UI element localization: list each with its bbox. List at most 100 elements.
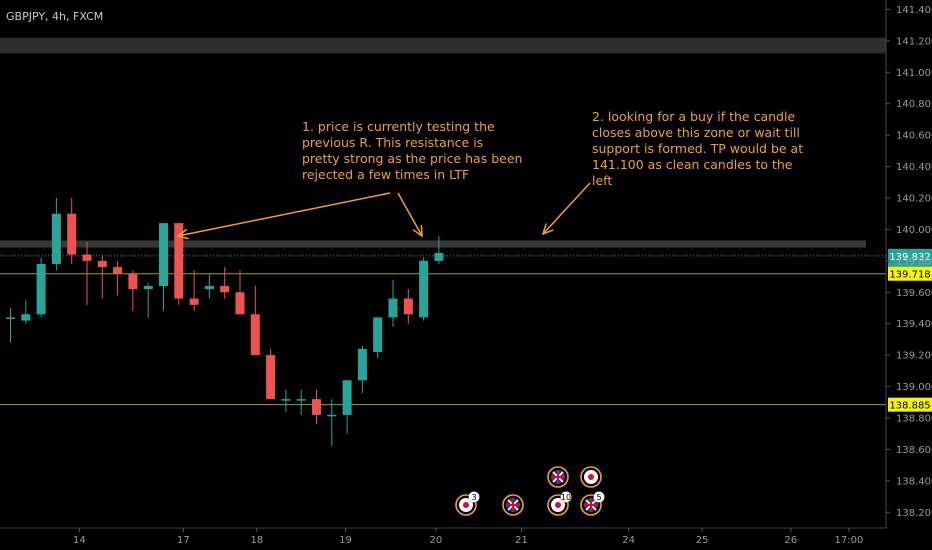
candle[interactable] (250, 286, 260, 356)
candle[interactable] (266, 348, 276, 400)
resistance-zone[interactable] (0, 240, 866, 248)
x-tick-label: 25 (696, 535, 709, 546)
y-tick-label: 139.000 (896, 382, 932, 393)
event-count-badge (593, 491, 605, 503)
jpy-event-icon[interactable] (580, 466, 602, 488)
annotation-arrow-head (541, 223, 554, 236)
candle[interactable] (296, 389, 306, 415)
annotation-line: previous R. This resistance is (302, 135, 483, 150)
y-tick-label: 138.600 (896, 445, 932, 456)
annotation-arrow[interactable] (177, 192, 391, 237)
annotation-arrow-head (412, 224, 423, 238)
candle-body (97, 260, 107, 268)
candle[interactable] (159, 223, 168, 312)
candle[interactable] (327, 399, 337, 447)
jpy-event-icon[interactable]: 3 (455, 491, 480, 516)
annotation-line: closes above this zone or wait till (592, 125, 800, 140)
candle-body (250, 314, 260, 356)
x-tick-label: 20 (429, 535, 442, 546)
event-count-badge (468, 491, 480, 503)
x-tick-label: 21 (515, 535, 528, 546)
y-tick-label: 140.000 (896, 225, 932, 236)
gbp-event-icon[interactable]: 5 (580, 491, 605, 516)
candle-body (82, 254, 92, 261)
y-tick-label: 141.000 (896, 68, 932, 79)
candle-body (6, 317, 15, 319)
x-tick-label: 18 (250, 535, 263, 546)
price-badge-label: 138.885 (889, 401, 930, 412)
annotation-line: support is formed. TP would be at (592, 141, 803, 156)
gbp-event-icon[interactable] (502, 494, 524, 516)
candle[interactable] (373, 317, 383, 359)
candle[interactable] (281, 389, 291, 412)
candle[interactable] (357, 345, 367, 393)
candle-body (220, 286, 230, 293)
annotation-line: 1. price is currently testing the (302, 119, 495, 134)
jpy-event-icon[interactable]: 10 (547, 491, 572, 516)
annotation-line: rejected a few times in LTF (302, 167, 469, 182)
candle[interactable] (97, 254, 107, 299)
candle-body (403, 298, 413, 315)
event-count-label: 10 (561, 493, 571, 502)
y-tick-label: 140.200 (896, 194, 932, 205)
y-tick-label: 141.400 (896, 5, 932, 16)
candle[interactable] (189, 270, 199, 312)
candle[interactable] (342, 380, 352, 434)
candle[interactable] (312, 389, 321, 425)
candle[interactable] (82, 242, 92, 305)
y-tick-label: 141.200 (896, 36, 932, 47)
event-ring (455, 494, 477, 516)
candle[interactable] (419, 257, 429, 321)
candle[interactable] (388, 279, 398, 327)
event-ring (547, 466, 569, 488)
candle[interactable] (143, 282, 153, 318)
price-badge (888, 397, 932, 412)
candle[interactable] (434, 235, 444, 264)
candle[interactable] (21, 300, 31, 324)
y-tick-label: 139.400 (896, 319, 932, 330)
candle-body (21, 314, 31, 321)
y-tick-label: 138.800 (896, 414, 932, 425)
price-badge-label: 139.832 (889, 252, 930, 263)
price-badge (888, 248, 932, 263)
candle-body (327, 414, 337, 417)
candle[interactable] (36, 257, 46, 318)
annotation-arrow[interactable] (397, 192, 423, 237)
candle-body (67, 213, 77, 255)
event-count-badge (560, 491, 572, 503)
candle-body (204, 286, 214, 290)
candle[interactable] (403, 289, 413, 324)
event-ring (502, 494, 524, 516)
annotation-note[interactable]: 1. price is currently testing the previou… (302, 119, 522, 182)
candle-body (36, 264, 46, 315)
y-tick-label: 138.200 (896, 508, 932, 519)
candle-body (266, 355, 276, 400)
candle[interactable] (128, 270, 138, 312)
jp-flag-disc (588, 474, 594, 480)
candle-body (189, 298, 199, 305)
candle[interactable] (6, 308, 15, 343)
x-tick-label: 26 (784, 535, 797, 546)
candle[interactable] (204, 273, 214, 299)
event-count-label: 5 (596, 493, 601, 502)
candle-body (373, 317, 383, 352)
event-ring (547, 494, 569, 516)
candle[interactable] (67, 198, 77, 264)
annotation-arrow[interactable] (542, 182, 591, 235)
symbol-label[interactable]: GBPJPY, 4h, FXCM (6, 10, 103, 23)
y-tick-label: 139.600 (896, 288, 932, 299)
price-badge (888, 266, 932, 281)
annotation-line: pretty strong as the price has been (302, 151, 522, 166)
candle[interactable] (174, 223, 184, 305)
candle-body (128, 273, 138, 290)
candle-body (434, 253, 444, 261)
candle[interactable] (220, 267, 230, 299)
candle[interactable] (235, 270, 245, 315)
annotation-note[interactable]: 2. looking for a buy if the candle closes… (592, 109, 803, 188)
resistance-zone[interactable] (0, 37, 886, 54)
candle-body (113, 267, 123, 274)
candle[interactable] (51, 198, 61, 271)
gbp-event-icon[interactable] (547, 466, 569, 488)
candle[interactable] (113, 260, 123, 296)
